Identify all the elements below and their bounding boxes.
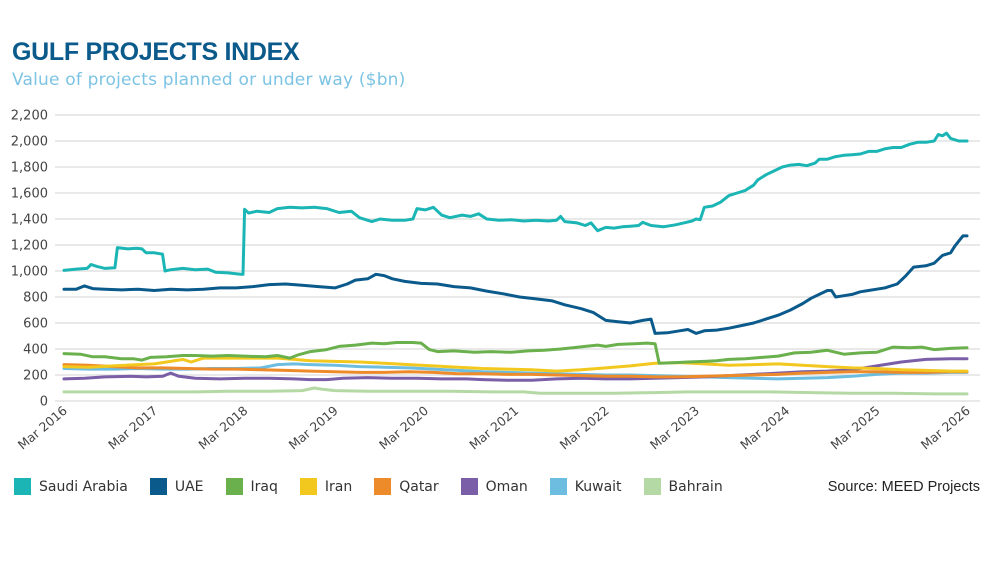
x-tick-label: Mar 2018 bbox=[195, 403, 250, 453]
y-axis-ticks: 0 200 400 600 800 1,000 1,200 1,400 1,600 1,800 2,… bbox=[11, 109, 48, 410]
legend-label: UAE bbox=[174, 478, 204, 495]
legend-swatch bbox=[374, 478, 392, 495]
legend-item-uae: UAE bbox=[149, 478, 204, 495]
series-line-qatar bbox=[62, 363, 969, 379]
series-line-saudi-arabia bbox=[62, 131, 969, 276]
y-tick-label: 1,000 bbox=[11, 265, 48, 280]
legend-item-qatar: Qatar bbox=[374, 478, 439, 495]
x-tick-label: Mar 2016 bbox=[15, 403, 70, 453]
y-tick-label: 600 bbox=[23, 317, 48, 332]
legend-label: Iraq bbox=[250, 478, 278, 495]
y-tick-label: 1,400 bbox=[11, 213, 48, 228]
y-tick-label: 1,200 bbox=[11, 239, 48, 254]
legend-label: Qatar bbox=[399, 478, 439, 495]
y-tick-label: 1,800 bbox=[11, 161, 48, 176]
legend-swatch bbox=[460, 478, 478, 495]
x-axis-ticks: Mar 2016 Mar 2017 Mar 2018 Mar 2019 Mar 2020… bbox=[15, 403, 973, 453]
legend-item-iraq: Iraq bbox=[225, 478, 278, 495]
series-line-iraq bbox=[62, 341, 969, 365]
x-tick-label: Mar 2022 bbox=[557, 403, 612, 453]
x-tick-label: Mar 2024 bbox=[737, 403, 792, 453]
x-tick-label: Mar 2020 bbox=[376, 403, 431, 453]
legend-item-kuwait: Kuwait bbox=[549, 478, 622, 495]
legend: Saudi Arabia UAE Iraq Iran Qatar Oman Kuwait Ba… bbox=[14, 478, 745, 495]
legend-item-bahrain: Bahrain bbox=[643, 478, 723, 495]
legend-swatch bbox=[225, 478, 243, 495]
legend-swatch bbox=[14, 478, 31, 495]
x-tick-label: Mar 2026 bbox=[918, 403, 973, 453]
legend-item-iran: Iran bbox=[299, 478, 353, 495]
legend-label: Oman bbox=[485, 478, 528, 495]
chart-subtitle: Value of projects planned or under way (… bbox=[12, 70, 406, 90]
legend-label: Iran bbox=[324, 478, 353, 495]
series-line-iran bbox=[62, 356, 969, 373]
legend-swatch bbox=[149, 478, 167, 495]
x-tick-label: Mar 2023 bbox=[647, 403, 702, 453]
gridlines bbox=[55, 114, 980, 402]
x-tick-label: Mar 2017 bbox=[105, 403, 160, 453]
series-line-uae bbox=[62, 234, 969, 335]
y-tick-label: 400 bbox=[23, 343, 48, 358]
legend-item-saudi-arabia: Saudi Arabia bbox=[14, 478, 128, 495]
y-tick-label: 2,200 bbox=[11, 109, 48, 124]
legend-swatch bbox=[549, 478, 567, 495]
source-note: Source: MEED Projects bbox=[827, 479, 980, 495]
legend-label: Kuwait bbox=[574, 478, 622, 495]
series-lines bbox=[62, 131, 969, 396]
y-tick-label: 0 bbox=[40, 395, 48, 410]
y-tick-label: 2,000 bbox=[11, 135, 48, 150]
legend-swatch bbox=[643, 478, 661, 495]
legend-item-oman: Oman bbox=[460, 478, 528, 495]
y-tick-label: 200 bbox=[23, 369, 48, 384]
series-line-bahrain bbox=[62, 386, 969, 396]
legend-label: Saudi Arabia bbox=[39, 478, 128, 495]
y-tick-label: 800 bbox=[23, 291, 48, 306]
legend-label: Bahrain bbox=[668, 478, 723, 495]
x-tick-label: Mar 2019 bbox=[286, 403, 341, 453]
x-tick-label: Mar 2025 bbox=[828, 403, 883, 453]
legend-swatch bbox=[299, 478, 317, 495]
y-tick-label: 1,600 bbox=[11, 187, 48, 202]
chart-title: GULF PROJECTS INDEX bbox=[12, 38, 300, 66]
x-tick-label: Mar 2021 bbox=[466, 403, 521, 453]
